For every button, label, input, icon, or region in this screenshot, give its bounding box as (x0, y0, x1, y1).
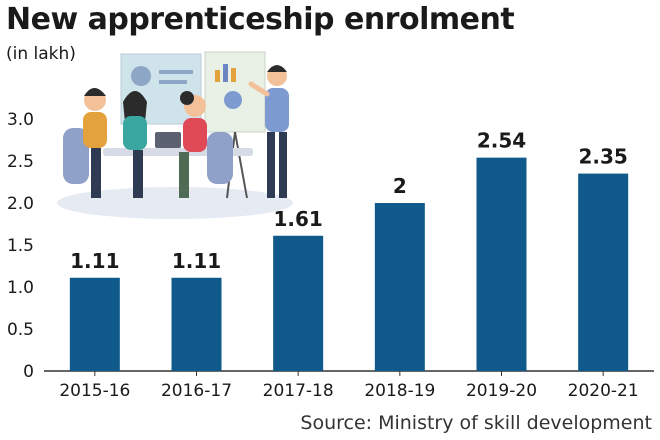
y-tick-label: 3.0 (7, 110, 34, 130)
office-meeting-illustration (57, 51, 293, 219)
chart-title: New apprenticeship enrolment (6, 2, 515, 37)
chart-subtitle: (in lakh) (6, 44, 76, 64)
y-tick-label: 0.5 (7, 320, 34, 340)
source-note: Source: Ministry of skill development (300, 412, 652, 434)
x-tick-label: 2018-19 (364, 381, 435, 401)
bar (171, 277, 222, 371)
y-tick-label: 1.5 (7, 236, 34, 256)
bar-value-label: 1.11 (172, 249, 221, 273)
bar (374, 203, 425, 371)
y-axis: 0 0.5 1.0 1.5 2.0 2.5 3.0 (7, 110, 34, 382)
y-tick-label: 0 (23, 362, 34, 382)
x-tick-label: 2015-16 (59, 381, 130, 401)
bar-value-label: 1.11 (70, 249, 119, 273)
bar-value-label: 2.54 (477, 129, 526, 153)
x-axis: 2015-16 2016-17 2017-18 2018-19 2019-20 2020-… (59, 371, 639, 401)
x-tick-label: 2017-18 (263, 381, 334, 401)
x-tick-label: 2019-20 (466, 381, 537, 401)
bars: 1.11 1.11 1.61 2 2.54 2.35 (69, 129, 629, 371)
bar-value-label: 1.61 (273, 207, 322, 231)
bar (69, 277, 120, 371)
y-tick-label: 2.0 (7, 194, 34, 214)
bar (476, 157, 527, 371)
bar (273, 235, 324, 371)
y-tick-label: 2.5 (7, 152, 34, 172)
x-tick-label: 2016-17 (161, 381, 232, 401)
x-tick-label: 2020-21 (568, 381, 639, 401)
bar-value-label: 2 (393, 174, 407, 198)
bar-value-label: 2.35 (578, 145, 627, 169)
bar (578, 173, 629, 371)
y-tick-label: 1.0 (7, 278, 34, 298)
